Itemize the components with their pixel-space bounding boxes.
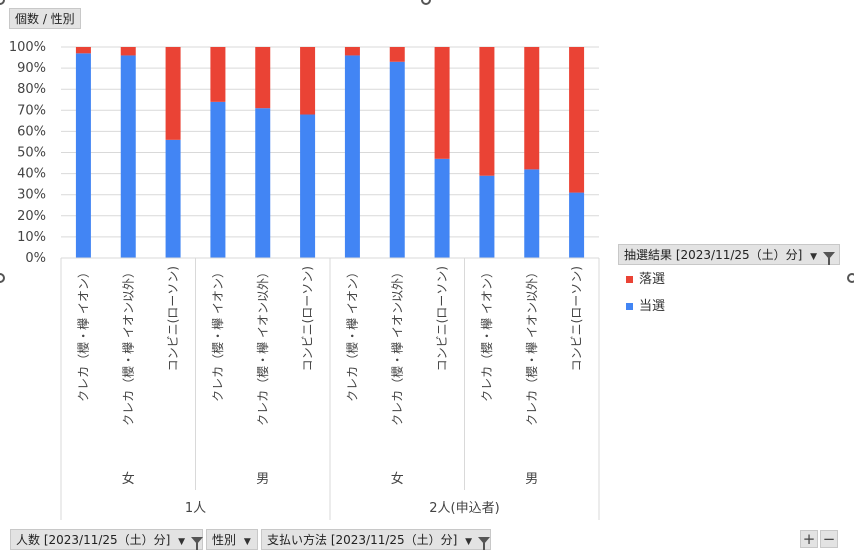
gender-group-label: 男 xyxy=(525,472,538,487)
dropdown-arrow-icon: ▼ xyxy=(243,537,251,547)
zoom-out-button[interactable]: − xyxy=(820,530,838,548)
bar-lose xyxy=(210,47,226,102)
gender-group-label: 女 xyxy=(391,471,404,487)
payment-filter-button[interactable]: 支払い方法 [2023/11/25（土）分] ▼ xyxy=(261,529,491,550)
resize-handle-middle-left[interactable] xyxy=(0,273,5,283)
x-tick-label: クレカ（櫻・欅 イオン） xyxy=(75,266,90,402)
legend-label-win: 当選 xyxy=(639,299,666,314)
bar-lose xyxy=(255,47,271,109)
bar-lose xyxy=(120,47,136,56)
y-tick-label: 100% xyxy=(9,40,46,55)
legend-label-lose: 落選 xyxy=(639,272,666,287)
gender-filter-button[interactable]: 性別 ▼ xyxy=(206,529,258,550)
bar-win xyxy=(75,53,91,258)
bar-lose xyxy=(524,47,540,170)
people-filter-label: 人数 [2023/11/25（土）分] xyxy=(16,533,171,547)
bar-lose xyxy=(344,47,360,56)
y-tick-label: 0% xyxy=(25,251,46,266)
dropdown-arrow-icon: ▼ xyxy=(810,252,818,262)
zoom-in-button[interactable]: + xyxy=(800,530,818,548)
gender-group-label: 男 xyxy=(256,472,269,487)
bar-win xyxy=(300,114,316,259)
bar-lose xyxy=(300,47,316,115)
legend-item-lose: 落選 xyxy=(626,268,665,287)
x-tick-label: クレカ（櫻・欅 イオン） xyxy=(344,266,359,402)
bar-lose xyxy=(165,47,181,140)
resize-handle-top-left[interactable] xyxy=(0,0,5,5)
legend-item-win: 当選 xyxy=(626,295,665,314)
people-filter-button[interactable]: 人数 [2023/11/25（土）分] ▼ xyxy=(10,529,203,550)
x-tick-label: コンビニ(ローソン) xyxy=(166,266,180,371)
x-tick-label: クレカ（櫻・欅 イオン） xyxy=(479,266,494,402)
filter-icon xyxy=(477,537,490,550)
bar-win xyxy=(255,108,271,258)
y-tick-label: 10% xyxy=(17,230,46,245)
x-tick-label: クレカ（櫻・欅 イオン以外） xyxy=(120,266,135,426)
bar-win xyxy=(524,169,540,258)
filter-icon xyxy=(190,537,203,550)
y-tick-label: 80% xyxy=(17,82,46,97)
legend-field-button[interactable]: 抽選結果 [2023/11/25（土）分] ▼ xyxy=(618,244,840,265)
x-tick-label: クレカ（櫻・欅 イオン以外） xyxy=(255,266,270,426)
count-group-label: 2人(申込者) xyxy=(429,501,499,516)
bar-win xyxy=(120,55,136,258)
value-field-label: 個数 / 性別 xyxy=(15,12,75,26)
legend-title: 抽選結果 [2023/11/25（土）分] xyxy=(624,248,803,262)
bar-lose xyxy=(434,47,450,159)
x-tick-label: クレカ（櫻・欅 イオン以外） xyxy=(389,266,404,426)
y-tick-label: 30% xyxy=(17,188,46,203)
gender-filter-label: 性別 xyxy=(212,533,237,547)
bar-lose xyxy=(479,47,495,176)
bar-win xyxy=(389,61,405,258)
y-tick-label: 70% xyxy=(17,103,46,118)
y-tick-label: 60% xyxy=(17,124,46,139)
bar-win xyxy=(344,55,360,258)
legend-swatch-lose xyxy=(626,276,633,283)
value-field-button[interactable]: 個数 / 性別 xyxy=(9,8,81,29)
x-tick-label: クレカ（櫻・欅 イオン） xyxy=(210,266,225,402)
gender-group-label: 女 xyxy=(122,471,135,487)
legend-swatch-win xyxy=(626,303,633,310)
payment-filter-label: 支払い方法 [2023/11/25（土）分] xyxy=(267,533,458,547)
x-tick-label: クレカ（櫻・欅 イオン以外） xyxy=(524,266,539,426)
bar-lose xyxy=(569,47,585,193)
bar-lose xyxy=(389,47,405,62)
count-group-label: 1人 xyxy=(185,501,206,516)
dropdown-arrow-icon: ▼ xyxy=(465,537,473,547)
bar-win xyxy=(165,139,181,258)
y-tick-label: 90% xyxy=(17,61,46,76)
bar-lose xyxy=(75,47,91,54)
bar-win xyxy=(569,192,585,258)
bar-win xyxy=(210,101,226,258)
y-tick-label: 50% xyxy=(17,146,46,161)
y-tick-label: 20% xyxy=(17,209,46,224)
dropdown-arrow-icon: ▼ xyxy=(178,537,186,547)
bar-win xyxy=(479,175,495,258)
x-tick-label: コンビニ(ローソン) xyxy=(570,266,584,371)
x-tick-label: コンビニ(ローソン) xyxy=(435,266,449,371)
resize-handle-middle-right[interactable] xyxy=(847,273,854,283)
bar-win xyxy=(434,158,450,258)
resize-handle-top-center[interactable] xyxy=(421,0,431,5)
x-tick-label: コンビニ(ローソン) xyxy=(301,266,315,371)
filter-icon xyxy=(822,252,835,265)
y-tick-label: 40% xyxy=(17,167,46,182)
